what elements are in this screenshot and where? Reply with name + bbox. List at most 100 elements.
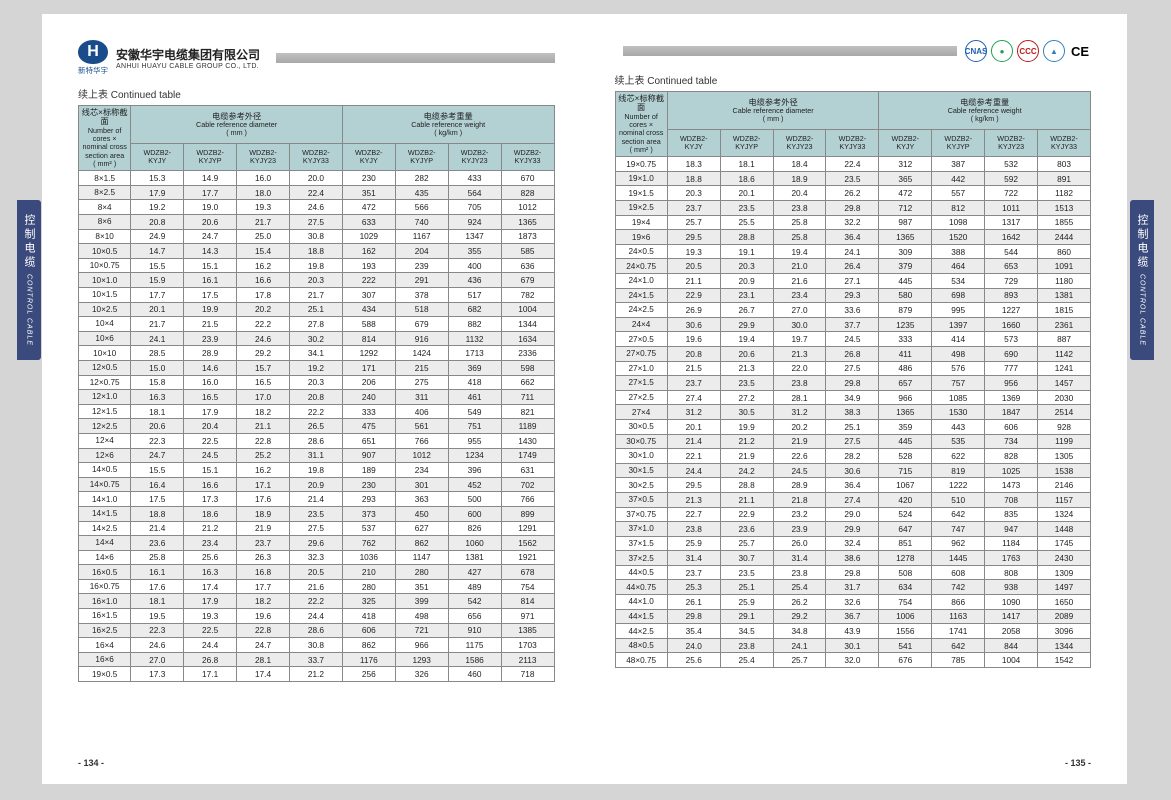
cell: 461: [448, 390, 501, 405]
cell: 37×0.75: [615, 507, 667, 522]
logo-icon: H: [78, 40, 108, 64]
col-header: WDZB2-KYJY23: [237, 144, 290, 171]
cell: 1660: [985, 317, 1038, 332]
cell: 8×4: [79, 200, 131, 215]
table-row: 19×629.528.825.836.41365152016422444: [615, 230, 1091, 245]
cell: 18.6: [184, 506, 237, 521]
cell: 19.1: [720, 244, 773, 259]
cell: 19.5: [131, 609, 184, 624]
cell: 16.0: [184, 375, 237, 390]
cell: 19.9: [184, 302, 237, 317]
cell: 28.8: [720, 230, 773, 245]
cell: 17.4: [184, 579, 237, 594]
cell: 19.4: [773, 244, 826, 259]
cell: 30×1.0: [615, 449, 667, 464]
table-row: 19×0.7518.318.118.422.4312387532803: [615, 157, 1091, 172]
cell: 20.3: [667, 186, 720, 201]
cell: 24.5: [184, 448, 237, 463]
cell: 210: [342, 565, 395, 580]
cell: 862: [342, 638, 395, 653]
table-row: 24×1.021.120.921.627.14455347291180: [615, 274, 1091, 289]
cell: 25.8: [773, 230, 826, 245]
cell: 400: [448, 258, 501, 273]
cell: 14×1.5: [79, 506, 131, 521]
cell: 938: [985, 580, 1038, 595]
cell: 369: [448, 360, 501, 375]
cell: 21.1: [667, 274, 720, 289]
cell: 25.4: [720, 653, 773, 668]
cell: 2361: [1038, 317, 1091, 332]
cell: 15.1: [184, 258, 237, 273]
page-header: H 新特华宇 安徽华宇电缆集团有限公司 ANHUI HUAYU CABLE GR…: [78, 40, 555, 76]
cell: 445: [879, 274, 932, 289]
cell: 28.9: [184, 346, 237, 361]
cell: 17.0: [237, 390, 290, 405]
cell: 282: [395, 171, 448, 186]
cell: 309: [879, 244, 932, 259]
side-tab-left: 控制电缆CONTROL CABLE: [17, 200, 41, 360]
cell: 25.1: [289, 302, 342, 317]
cell: 534: [932, 274, 985, 289]
cell: 23.8: [667, 522, 720, 537]
cell: 26.0: [773, 536, 826, 551]
cell: 916: [395, 331, 448, 346]
cell: 19.3: [237, 200, 290, 215]
cell: 18.2: [237, 594, 290, 609]
cell: 740: [395, 215, 448, 230]
cell: 18.9: [773, 171, 826, 186]
cell: 860: [1038, 244, 1091, 259]
cell: 27×1.0: [615, 361, 667, 376]
cell: 21.1: [237, 419, 290, 434]
cell: 754: [879, 595, 932, 610]
cell: 21.3: [773, 346, 826, 361]
cell: 433: [448, 171, 501, 186]
cell: 1745: [1038, 536, 1091, 551]
cell: 31.7: [826, 580, 879, 595]
cell: 27.2: [720, 390, 773, 405]
cell: 20.3: [289, 375, 342, 390]
cell: 956: [985, 376, 1038, 391]
cell: 23.2: [773, 507, 826, 522]
cell: 592: [985, 171, 1038, 186]
cell: 1278: [879, 551, 932, 566]
cell: 29.2: [773, 609, 826, 624]
cell: 678: [501, 565, 554, 580]
cell: 30×2.5: [615, 478, 667, 493]
cell: 12×4: [79, 433, 131, 448]
cell: 1167: [395, 229, 448, 244]
table-row: 12×1.016.316.517.020.8240311461711: [79, 390, 555, 405]
cell: 642: [932, 638, 985, 653]
cell: 12×1.5: [79, 404, 131, 419]
cell: 193: [342, 258, 395, 273]
cell: 1227: [985, 303, 1038, 318]
table-row: 24×430.629.930.037.71235139716602361: [615, 317, 1091, 332]
cell: 22.6: [773, 449, 826, 464]
cell: 1763: [985, 551, 1038, 566]
cell: 1234: [448, 448, 501, 463]
cell: 18.0: [237, 185, 290, 200]
cell: 22.5: [184, 433, 237, 448]
cell: 16×0.75: [79, 579, 131, 594]
cell: 821: [501, 404, 554, 419]
cell: 293: [342, 492, 395, 507]
cell: 1004: [985, 653, 1038, 668]
cell: 16.3: [131, 390, 184, 405]
cell: 1006: [879, 609, 932, 624]
cell: 26.7: [720, 303, 773, 318]
cell: 1293: [395, 652, 448, 667]
cell: 18.8: [289, 244, 342, 259]
cell: 16×0.5: [79, 565, 131, 580]
cell: 27.5: [289, 215, 342, 230]
cell: 19.0: [184, 200, 237, 215]
cell: 835: [985, 507, 1038, 522]
cell: 20.6: [184, 215, 237, 230]
cell: 445: [879, 434, 932, 449]
cell: 995: [932, 303, 985, 318]
table-row: 44×1.529.829.129.236.71006116314172089: [615, 609, 1091, 624]
cell: 705: [448, 200, 501, 215]
cell: 20.5: [667, 259, 720, 274]
cell: 36.4: [826, 478, 879, 493]
table-row: 30×1.524.424.224.530.671581910251538: [615, 463, 1091, 478]
cell: 22.2: [237, 317, 290, 332]
cell: 498: [932, 346, 985, 361]
